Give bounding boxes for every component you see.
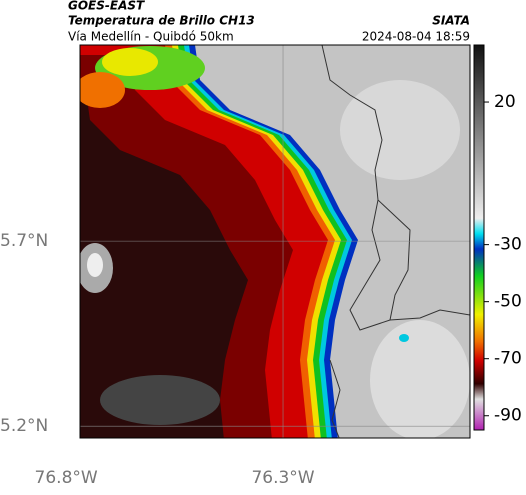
colorbar-label: -70 [494, 349, 522, 369]
lat-label: 5.7°N [0, 231, 48, 251]
graticule [80, 45, 470, 438]
lon-label: 76.8°W [35, 468, 98, 488]
colorbar-label: -30 [494, 235, 522, 255]
lat-label: 5.2°N [0, 416, 48, 436]
lon-label: 76.3°W [251, 468, 314, 488]
title: Temperatura de Brillo CH13 [68, 14, 255, 28]
source: GOES-EAST [68, 0, 145, 13]
colorbar-label: -90 [494, 406, 522, 426]
satellite-image [80, 45, 470, 438]
colorbar [473, 44, 485, 431]
subtitle: Vía Medellín - Quibdó 50km [68, 30, 234, 44]
colorbar-label: -50 [494, 292, 522, 312]
agency: SIATA [432, 14, 470, 28]
colorbar-label: 20 [494, 92, 516, 112]
datetime: 2024-08-04 18:59 [362, 30, 470, 44]
map-frame [79, 44, 471, 439]
